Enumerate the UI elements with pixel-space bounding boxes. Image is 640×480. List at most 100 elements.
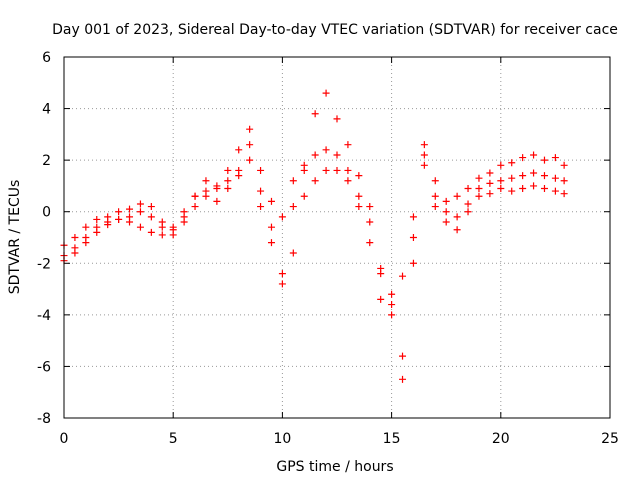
- data-point: [355, 192, 363, 200]
- data-point: [180, 218, 188, 226]
- plot-frame: [63, 56, 611, 419]
- data-point: [246, 141, 254, 149]
- data-point: [475, 192, 483, 200]
- data-point: [158, 231, 166, 239]
- data-point: [278, 270, 286, 278]
- data-point: [366, 203, 374, 211]
- y-tick-label: 6: [42, 50, 51, 66]
- data-point: [278, 213, 286, 221]
- data-point: [344, 177, 352, 185]
- x-axis-label: GPS time / hours: [276, 459, 393, 475]
- data-point: [431, 192, 439, 200]
- data-point: [213, 197, 221, 205]
- data-point: [224, 177, 232, 185]
- data-point: [246, 156, 254, 164]
- data-point: [267, 197, 275, 205]
- data-point: [453, 213, 461, 221]
- data-point: [366, 239, 374, 247]
- data-point: [560, 161, 568, 169]
- data-point: [147, 213, 155, 221]
- data-point: [388, 311, 396, 319]
- data-point: [322, 89, 330, 97]
- data-point: [115, 215, 123, 223]
- x-tick-label: 15: [383, 431, 401, 447]
- data-point: [497, 161, 505, 169]
- data-point: [147, 228, 155, 236]
- data-point: [431, 177, 439, 185]
- series-band-2: [60, 141, 568, 360]
- data-point: [475, 174, 483, 182]
- x-tick-label: 20: [492, 431, 510, 447]
- y-tick-label: 0: [42, 205, 51, 221]
- data-point: [420, 141, 428, 149]
- data-point: [388, 290, 396, 298]
- data-point: [377, 270, 385, 278]
- data-point: [409, 259, 417, 267]
- data-point: [453, 226, 461, 234]
- data-point: [104, 221, 112, 229]
- data-point: [289, 177, 297, 185]
- data-point: [519, 185, 527, 193]
- data-point: [257, 187, 265, 195]
- data-point: [300, 192, 308, 200]
- y-axis-label: SDTVAR / TECUs: [7, 180, 23, 295]
- data-point: [486, 169, 494, 177]
- data-point: [560, 190, 568, 198]
- data-point: [344, 166, 352, 174]
- y-tick-label: 2: [42, 153, 51, 169]
- x-tick-label: 10: [273, 431, 291, 447]
- data-point: [202, 192, 210, 200]
- grid-lines: [64, 57, 610, 418]
- data-point: [278, 280, 286, 288]
- data-point: [126, 213, 134, 221]
- data-point: [71, 249, 79, 257]
- y-axis-ticks: -8 -6 -4 -2 0 2 4 6: [37, 50, 610, 427]
- data-point: [115, 208, 123, 216]
- data-point: [289, 203, 297, 211]
- data-point: [530, 169, 538, 177]
- data-point: [399, 375, 407, 383]
- y-tick-label: -6: [37, 359, 51, 375]
- data-point: [409, 234, 417, 241]
- data-point: [235, 146, 243, 154]
- data-point: [191, 203, 199, 211]
- data-point: [344, 141, 352, 149]
- data-point: [333, 115, 341, 123]
- data-point: [333, 166, 341, 174]
- data-point: [388, 301, 396, 309]
- data-point: [126, 205, 134, 213]
- data-point: [442, 197, 450, 205]
- data-point: [257, 203, 265, 211]
- data-point: [333, 151, 341, 159]
- data-point: [322, 146, 330, 154]
- data-point: [551, 154, 559, 162]
- data-point: [311, 110, 319, 118]
- data-point: [202, 177, 210, 185]
- y-tick-label: -8: [37, 411, 51, 427]
- data-point: [224, 185, 232, 193]
- data-point: [399, 352, 407, 360]
- data-point: [224, 166, 232, 174]
- data-point: [551, 174, 559, 182]
- data-point: [311, 177, 319, 185]
- data-point: [519, 154, 527, 162]
- data-point: [355, 172, 363, 180]
- data-point: [560, 177, 568, 185]
- data-point: [136, 208, 144, 216]
- data-point: [464, 185, 472, 193]
- data-point: [442, 218, 450, 226]
- data-point: [158, 223, 166, 231]
- data-point: [431, 203, 439, 211]
- data-points: [60, 89, 568, 383]
- data-point: [311, 151, 319, 159]
- data-point: [519, 172, 527, 180]
- data-point: [93, 215, 101, 223]
- data-point: [267, 223, 275, 231]
- y-tick-label: -2: [37, 256, 51, 272]
- data-point: [464, 200, 472, 208]
- data-point: [355, 203, 363, 211]
- data-point: [540, 185, 548, 193]
- data-point: [300, 166, 308, 174]
- data-point: [180, 208, 188, 216]
